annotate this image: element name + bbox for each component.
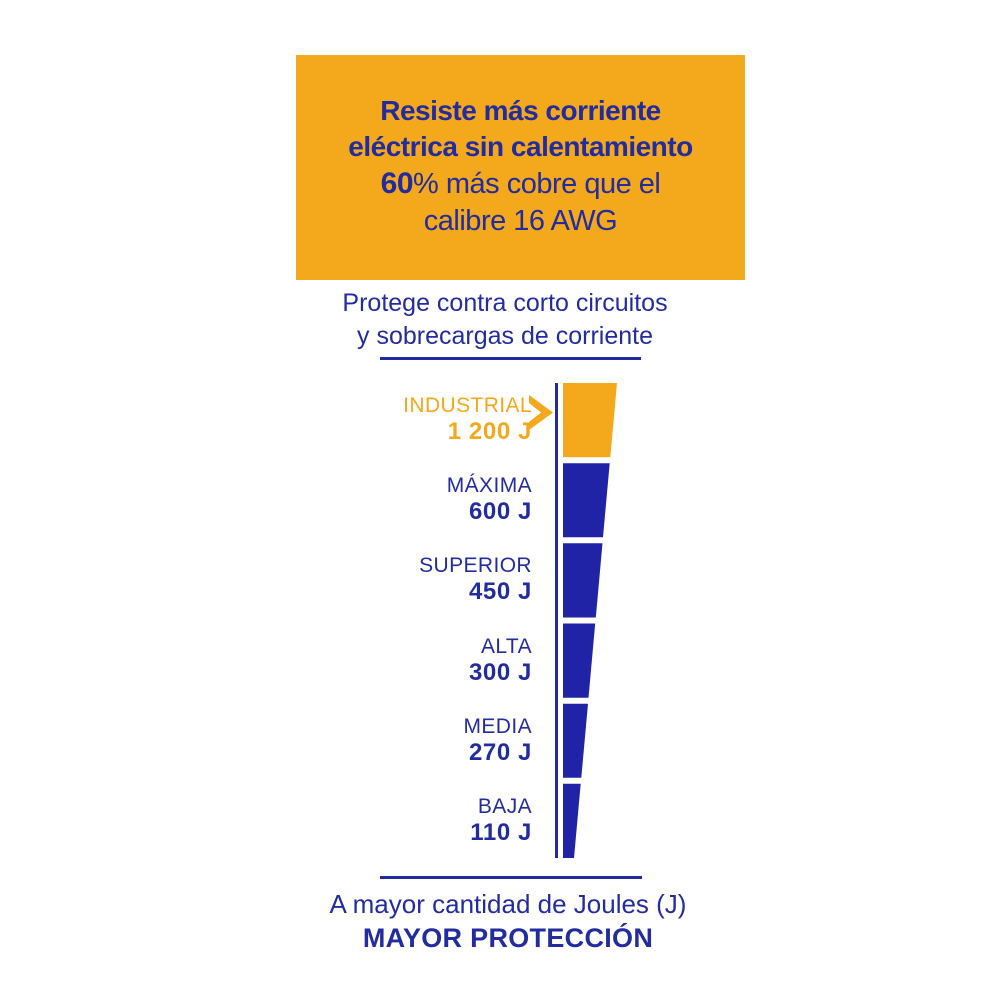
industrial-arrow-icon xyxy=(529,395,553,430)
category-name: SUPERIOR xyxy=(419,554,532,578)
chart-label-industrial: INDUSTRIAL 1 200 J xyxy=(280,393,532,447)
funnel-segment-alta xyxy=(563,623,596,698)
footer-line-2: MAYOR PROTECCIÓN xyxy=(362,923,654,953)
header-highlight-box: Resiste más corriente eléctrica sin cale… xyxy=(296,55,745,280)
percent-value: 60 xyxy=(380,167,414,200)
joules-value: 450 J xyxy=(468,578,532,606)
category-name: MEDIA xyxy=(463,714,532,738)
bottom-divider-rule xyxy=(380,876,642,879)
joules-value: 600 J xyxy=(468,498,532,526)
header-line-1: Resiste más corriente xyxy=(380,95,661,126)
subtitle-line-1: Protege contra corto circuitos xyxy=(342,289,668,317)
funnel-chart xyxy=(563,383,617,858)
chart-label-alta: ALTA 300 J xyxy=(280,634,532,688)
funnel-segment-máxima xyxy=(563,463,610,538)
category-name: INDUSTRIAL xyxy=(403,394,532,418)
footer-line-1: A mayor cantidad de Joules (J) xyxy=(329,889,687,919)
subtitle-line-2: y sobrecargas de corriente xyxy=(357,322,653,350)
chart-axis-line xyxy=(555,383,558,858)
category-name: ALTA xyxy=(480,634,532,658)
funnel-segment-industrial xyxy=(563,383,617,458)
top-divider-rule xyxy=(380,357,641,360)
chart-label-baja: BAJA 110 J xyxy=(280,794,532,848)
chart-label-superior: SUPERIOR 450 J xyxy=(280,553,532,607)
category-name: BAJA xyxy=(477,794,532,818)
funnel-segment-superior xyxy=(563,543,603,618)
funnel-segment-media xyxy=(563,703,588,778)
chart-label-media: MEDIA 270 J xyxy=(280,714,532,768)
header-line-3-rest: % más cobre que el xyxy=(413,168,661,200)
category-name: MÁXIMA xyxy=(446,474,532,498)
subtitle: Protege contra corto circuitos y sobreca… xyxy=(280,287,730,353)
joules-value: 300 J xyxy=(468,658,532,686)
header-line-4: calibre 16 AWG xyxy=(423,205,618,237)
header-line-2: eléctrica sin calentamiento xyxy=(348,131,693,162)
header-line-3: 60% más cobre que el xyxy=(296,165,745,203)
joules-value: 1 200 J xyxy=(447,418,532,446)
joules-value: 110 J xyxy=(470,818,532,846)
chart-label-máxima: MÁXIMA 600 J xyxy=(280,473,532,527)
funnel-segment-baja xyxy=(563,783,581,858)
joules-value: 270 J xyxy=(468,738,532,766)
footer: A mayor cantidad de Joules (J) MAYOR PRO… xyxy=(283,888,733,956)
